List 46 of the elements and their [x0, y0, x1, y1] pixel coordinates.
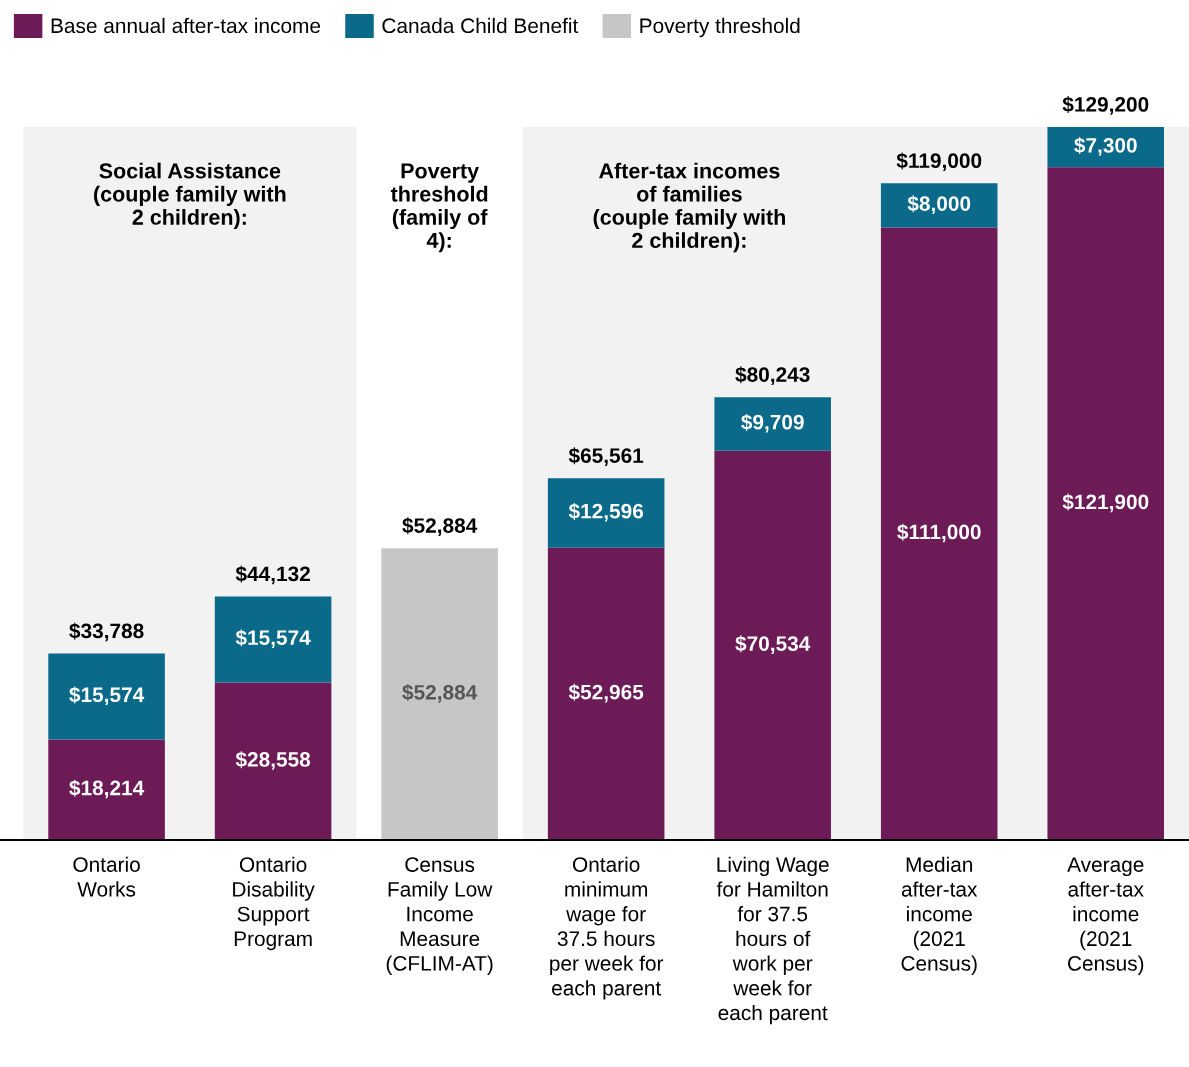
data-label: $15,574 — [69, 686, 145, 706]
total-label: $119,000 — [896, 152, 982, 172]
band-label: After-tax incomes of families (couple family with 2 children): — [593, 162, 785, 253]
total-label: $44,132 — [235, 565, 310, 585]
bar — [880, 183, 998, 228]
bar — [880, 227, 998, 840]
annotation: Poverty threshold (family of 4): — [390, 163, 488, 253]
total-label: $52,884 — [402, 517, 478, 536]
data-label: $12,596 — [568, 502, 644, 522]
x-tick-label: Living Wage for Hamilton for 37.5 hours of work per week for each parent — [716, 856, 829, 1025]
data-label: $28,558 — [235, 751, 311, 770]
x-tick-label: Ontario minimum wage for 37.5 hours per week for each parent — [550, 856, 664, 1000]
x-tick-label: Median after-tax income (2021 Census) — [901, 856, 978, 975]
total-label: $65,561 — [568, 447, 644, 466]
x-tick-label: Average after-tax income (2021 Census) — [1067, 857, 1144, 975]
data-label: $7,300 — [1074, 137, 1137, 156]
bar — [48, 653, 165, 740]
data-label: $9,709 — [741, 413, 804, 433]
legend-label: Canada Child Benefit — [382, 17, 579, 34]
data-label: $8,000 — [907, 195, 971, 214]
bar — [1047, 167, 1165, 840]
data-label: $70,534 — [735, 635, 811, 654]
bar — [714, 397, 831, 451]
total-label: $80,243 — [735, 366, 810, 385]
total-label: $33,788 — [69, 622, 144, 642]
x-tick-label: Ontario Disability Support Program — [233, 856, 315, 951]
bar — [381, 548, 498, 840]
bar — [547, 478, 665, 548]
data-label: $52,884 — [402, 684, 478, 703]
legend-label: Base annual after-tax income — [51, 17, 321, 34]
legend-label: Poverty threshold — [640, 17, 800, 38]
bar — [547, 547, 665, 840]
data-label: $111,000 — [897, 523, 981, 543]
band-label: Social Assistance (couple family with 2 children): — [94, 162, 286, 230]
data-label: $52,965 — [568, 683, 644, 703]
data-label: $15,574 — [235, 629, 311, 649]
data-label: $18,214 — [69, 779, 145, 799]
data-label: $121,900 — [1062, 493, 1149, 513]
bar — [48, 739, 165, 840]
bar — [714, 450, 831, 840]
total-label: $129,200 — [1062, 96, 1149, 115]
bar — [214, 596, 332, 683]
x-tick-label: Census Family Low Income Measure (CFLIM-AT) — [386, 857, 493, 975]
x-tick-label: Ontario Works — [73, 856, 140, 897]
bar — [1047, 127, 1165, 168]
bar — [214, 682, 332, 840]
